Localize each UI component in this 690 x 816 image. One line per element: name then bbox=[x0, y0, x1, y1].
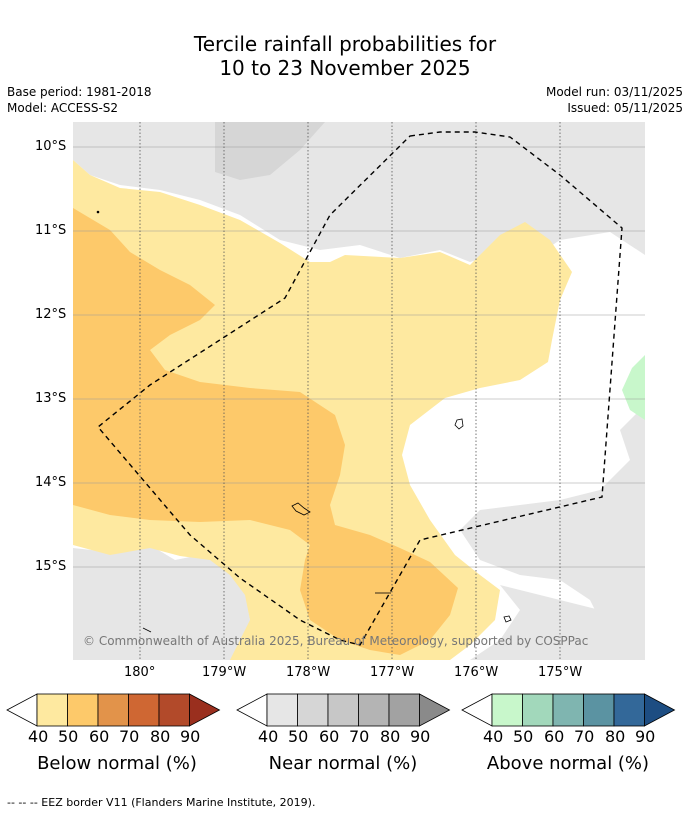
lon-label-179w: 179°W bbox=[202, 665, 247, 680]
near-tick-90: 90 bbox=[410, 727, 431, 746]
lon-label-175w: 175°W bbox=[538, 665, 583, 680]
islands bbox=[96, 210, 512, 633]
below-normal-swatch-4 bbox=[128, 693, 160, 727]
below-normal-swatch-1 bbox=[36, 693, 68, 727]
below-normal-swatch-5 bbox=[158, 693, 190, 727]
lat-label-10s: 10°S bbox=[35, 139, 67, 154]
lon-label-178w: 178°W bbox=[286, 665, 331, 680]
near-normal-region-southwest bbox=[73, 545, 270, 660]
island-futuna bbox=[291, 502, 311, 516]
near-normal-colorbar bbox=[236, 693, 451, 727]
lon-label-180: 180° bbox=[124, 665, 156, 680]
below-normal-swatch-3 bbox=[97, 693, 129, 727]
near-normal-label: Near normal (%) bbox=[268, 753, 418, 774]
map-title-line2: 10 to 23 November 2025 bbox=[219, 56, 471, 80]
below-tick-50: 50 bbox=[58, 727, 79, 746]
above-normal-colorbar bbox=[461, 693, 676, 727]
lat-label-12s: 12°S bbox=[35, 307, 67, 322]
above-tick-70: 70 bbox=[574, 727, 595, 746]
meridians bbox=[139, 122, 561, 660]
above-tick-90: 90 bbox=[635, 727, 656, 746]
near-normal-swatch-4 bbox=[358, 693, 390, 727]
map-title-line1: Tercile rainfall probabilities for bbox=[193, 32, 497, 56]
below-normal-label: Below normal (%) bbox=[37, 753, 197, 774]
below-normal-colorbar bbox=[6, 693, 221, 727]
near-normal-dark-patch bbox=[215, 122, 325, 180]
island-wallis bbox=[454, 418, 464, 430]
above-tick-40: 40 bbox=[483, 727, 504, 746]
near-tick-40: 40 bbox=[258, 727, 279, 746]
above-normal-swatch-5 bbox=[613, 693, 645, 727]
model-name: Model: ACCESS-S2 bbox=[7, 101, 119, 115]
below-normal-swatch-2 bbox=[67, 693, 99, 727]
above-normal-swatch-2 bbox=[522, 693, 554, 727]
near-normal-over-arrow bbox=[419, 693, 451, 727]
above-normal-40-50-region bbox=[622, 355, 645, 420]
above-normal-swatch-1 bbox=[491, 693, 523, 727]
near-tick-50: 50 bbox=[288, 727, 309, 746]
eez-footer-note: -- -- -- EEZ border V11 (Flanders Marine… bbox=[7, 796, 316, 809]
below-normal-over-arrow bbox=[189, 693, 221, 727]
issued-date: Issued: 05/11/2025 bbox=[567, 101, 683, 115]
lat-label-14s: 14°S bbox=[35, 475, 67, 490]
base-period: Base period: 1981-2018 bbox=[7, 85, 152, 99]
below-normal-50-60-region bbox=[73, 208, 458, 655]
near-normal-under-arrow bbox=[236, 693, 268, 727]
island-dot bbox=[96, 210, 100, 214]
above-normal-swatch-4 bbox=[583, 693, 615, 727]
lat-label-11s: 11°S bbox=[35, 223, 67, 238]
near-tick-80: 80 bbox=[380, 727, 401, 746]
near-tick-60: 60 bbox=[319, 727, 340, 746]
lon-label-176w: 176°W bbox=[454, 665, 499, 680]
island-small-south bbox=[503, 615, 512, 623]
above-normal-swatch-3 bbox=[552, 693, 584, 727]
copyright-note: © Commonwealth of Australia 2025, Bureau… bbox=[83, 634, 589, 648]
below-tick-90: 90 bbox=[180, 727, 201, 746]
above-normal-over-arrow bbox=[644, 693, 676, 727]
lon-label-177w: 177°W bbox=[370, 665, 415, 680]
below-tick-80: 80 bbox=[150, 727, 171, 746]
below-tick-40: 40 bbox=[28, 727, 49, 746]
above-normal-under-arrow bbox=[461, 693, 493, 727]
map-fill-layer bbox=[73, 122, 645, 660]
near-normal-swatch-1 bbox=[266, 693, 298, 727]
near-tick-70: 70 bbox=[349, 727, 370, 746]
lat-label-13s: 13°S bbox=[35, 391, 67, 406]
lat-label-15s: 15°S bbox=[35, 559, 67, 574]
near-normal-swatch-2 bbox=[297, 693, 329, 727]
below-normal-under-arrow bbox=[6, 693, 38, 727]
below-tick-60: 60 bbox=[89, 727, 110, 746]
below-tick-70: 70 bbox=[119, 727, 140, 746]
near-normal-region-east bbox=[460, 405, 645, 660]
above-tick-60: 60 bbox=[544, 727, 565, 746]
model-run: Model run: 03/11/2025 bbox=[545, 85, 683, 99]
near-normal-swatch-5 bbox=[388, 693, 420, 727]
near-normal-region-south bbox=[470, 585, 645, 660]
above-tick-80: 80 bbox=[605, 727, 626, 746]
gridlines bbox=[73, 146, 645, 568]
near-normal-swatch-3 bbox=[327, 693, 359, 727]
island-dash-2 bbox=[142, 627, 152, 633]
above-normal-label: Above normal (%) bbox=[486, 753, 650, 774]
above-tick-50: 50 bbox=[513, 727, 534, 746]
eez-border bbox=[97, 131, 623, 646]
